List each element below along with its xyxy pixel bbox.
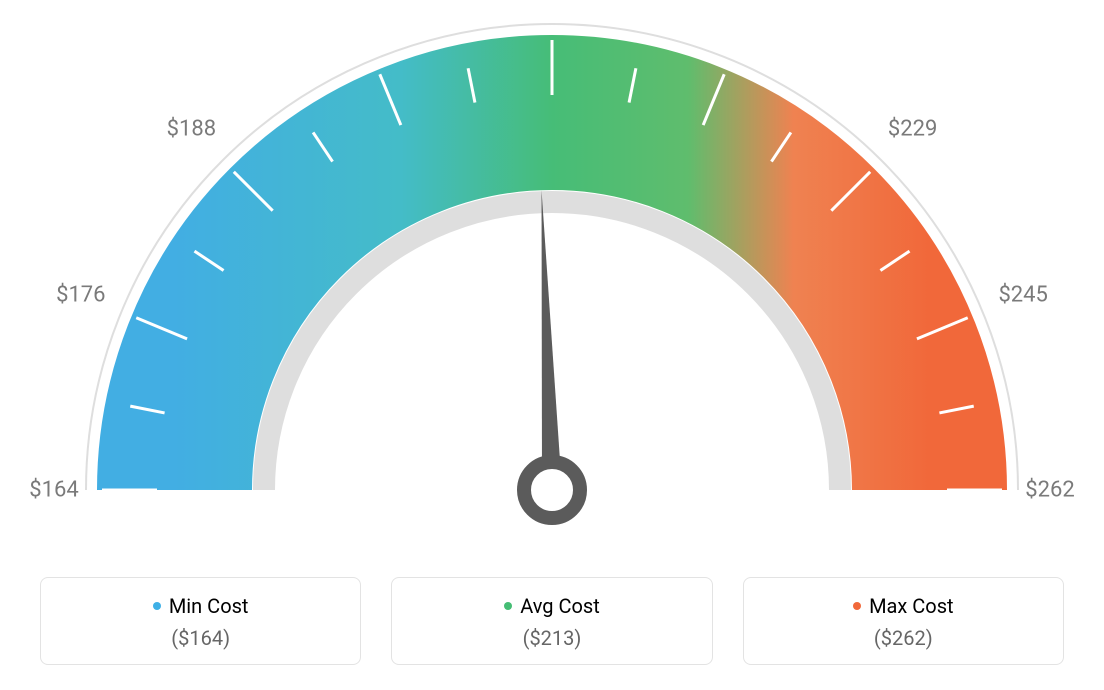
gauge-tick-label: $245 bbox=[998, 282, 1047, 307]
gauge-svg bbox=[0, 0, 1104, 560]
avg-cost-title: Avg Cost bbox=[504, 594, 600, 618]
summary-cards: Min Cost ($164) Avg Cost ($213) Max Cost… bbox=[40, 577, 1064, 665]
max-cost-title: Max Cost bbox=[853, 594, 954, 618]
min-cost-label: Min Cost bbox=[169, 594, 249, 618]
min-cost-value: ($164) bbox=[51, 626, 350, 650]
avg-cost-label: Avg Cost bbox=[520, 594, 600, 618]
max-cost-card: Max Cost ($262) bbox=[743, 577, 1064, 665]
dot-icon bbox=[853, 602, 861, 610]
gauge-tick-label: $229 bbox=[888, 117, 937, 142]
gauge-tick-label: $176 bbox=[56, 282, 105, 307]
min-cost-title: Min Cost bbox=[153, 594, 249, 618]
gauge: $164$176$188$213$229$245$262 bbox=[0, 0, 1104, 560]
chart-container: $164$176$188$213$229$245$262 Min Cost ($… bbox=[0, 0, 1104, 690]
gauge-tick-label: $164 bbox=[29, 478, 78, 503]
dot-icon bbox=[504, 602, 512, 610]
avg-cost-value: ($213) bbox=[402, 626, 701, 650]
max-cost-value: ($262) bbox=[754, 626, 1053, 650]
min-cost-card: Min Cost ($164) bbox=[40, 577, 361, 665]
gauge-tick-label: $188 bbox=[167, 117, 216, 142]
gauge-tick-label: $262 bbox=[1025, 478, 1074, 503]
avg-cost-card: Avg Cost ($213) bbox=[391, 577, 712, 665]
dot-icon bbox=[153, 602, 161, 610]
max-cost-label: Max Cost bbox=[869, 594, 954, 618]
